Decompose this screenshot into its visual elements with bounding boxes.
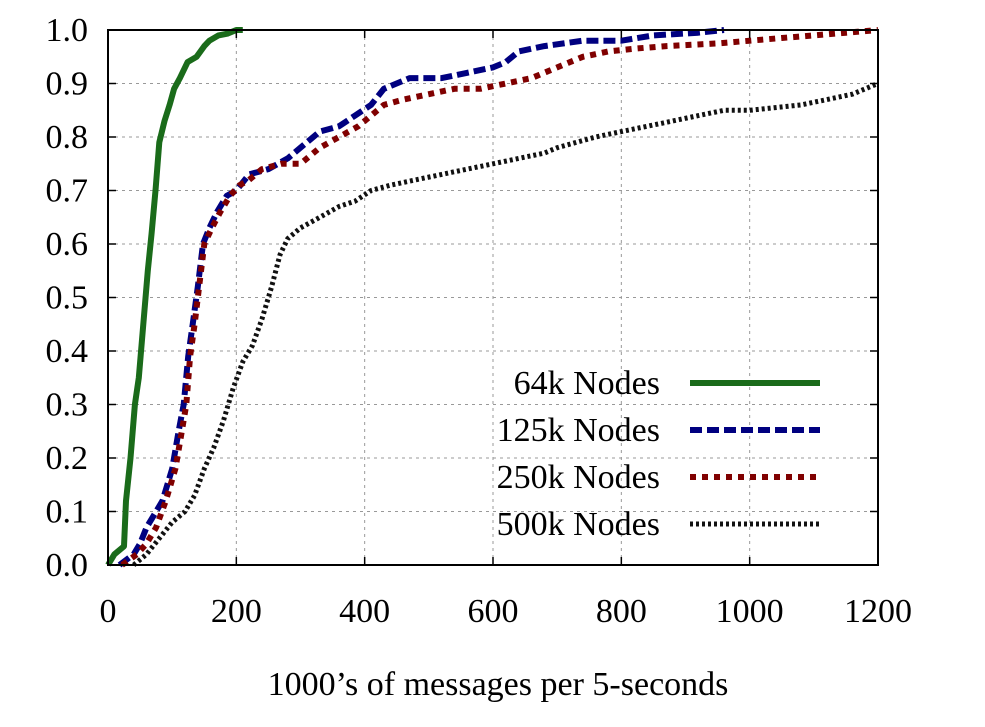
y-tick-label: 0.0 <box>46 547 89 584</box>
legend-label: 500k Nodes <box>497 506 660 543</box>
y-tick-label: 1.0 <box>46 12 89 49</box>
y-tick-label: 0.9 <box>46 66 89 103</box>
x-axis-ticks: 0 200 400 600 800 1000 1200 <box>100 30 912 630</box>
grid-lines <box>108 30 878 565</box>
x-tick-label: 1000 <box>716 593 784 630</box>
series-lines <box>105 27 879 568</box>
x-tick-label: 600 <box>468 593 519 630</box>
y-tick-label: 0.6 <box>46 226 89 263</box>
x-tick-label: 0 <box>100 593 117 630</box>
x-tick-label: 400 <box>339 593 390 630</box>
legend-label: 64k Nodes <box>514 365 660 402</box>
x-tick-label: 200 <box>211 593 262 630</box>
x-tick-label: 800 <box>596 593 647 630</box>
series-line-1 <box>105 27 243 567</box>
y-tick-label: 0.4 <box>46 333 89 370</box>
y-tick-label: 0.1 <box>46 494 89 531</box>
series-line-4 <box>132 81 879 567</box>
legend-label: 250k Nodes <box>497 459 660 496</box>
y-tick-label: 0.3 <box>46 387 89 424</box>
x-axis-label: 1000’s of messages per 5-seconds <box>268 666 729 703</box>
y-tick-label: 0.2 <box>46 440 89 477</box>
x-tick-label: 1200 <box>844 593 912 630</box>
y-tick-label: 0.5 <box>46 280 89 317</box>
legend: 64k Nodes 125k Nodes 250k Nodes 500k Nodes <box>497 365 820 543</box>
y-tick-label: 0.7 <box>46 173 89 210</box>
y-tick-label: 0.8 <box>46 119 89 156</box>
y-axis-ticks: 0.0 0.1 0.2 0.3 0.4 0.5 0.6 0.7 0.8 0.9 1.0 <box>46 12 878 584</box>
legend-label: 125k Nodes <box>497 412 660 449</box>
series-line-3 <box>120 27 879 568</box>
